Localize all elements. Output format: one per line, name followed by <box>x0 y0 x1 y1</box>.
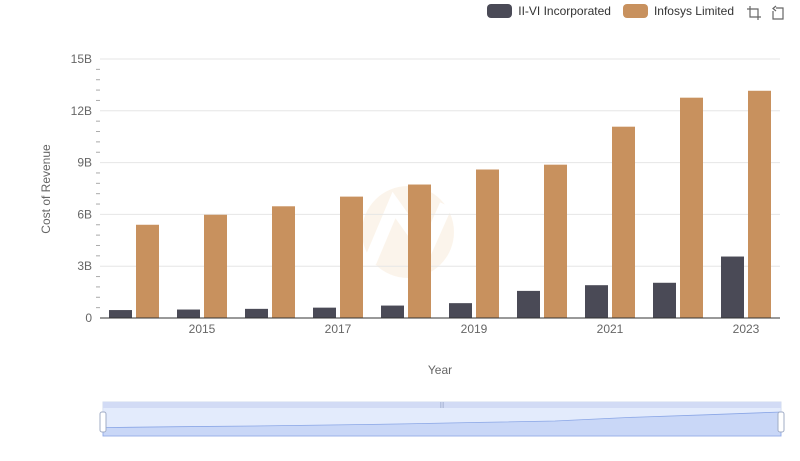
x-axis-title: Year <box>428 363 452 377</box>
legend-swatch-infosys <box>622 4 648 18</box>
zoom-icon[interactable] <box>746 5 762 21</box>
y-tick-label: 15B <box>71 52 92 66</box>
slider-handle-left[interactable] <box>99 411 107 433</box>
bar-infosys-2016[interactable] <box>272 206 295 318</box>
x-tick-label: 2023 <box>733 322 760 336</box>
y-tick-label: 6B <box>77 207 92 221</box>
legend-label-infosys: Infosys Limited <box>653 4 734 18</box>
bar-ii-vi-2023[interactable] <box>721 256 744 318</box>
data-zoom-slider[interactable]: ||| <box>99 401 785 437</box>
bar-ii-vi-2017[interactable] <box>313 307 336 318</box>
legend-item-infosys[interactable]: Infosys Limited <box>622 4 734 18</box>
bar-ii-vi-2021[interactable] <box>585 285 608 318</box>
y-axis-title: Cost of Revenue <box>39 144 53 234</box>
y-axis: 0 3B 6B 9B 12B 15B <box>71 52 93 325</box>
bar-ii-vi-2015[interactable] <box>177 309 200 318</box>
bar-infosys-2019[interactable] <box>476 169 499 318</box>
x-tick-label: 2017 <box>325 322 352 336</box>
legend: II-VI Incorporated Infosys Limited <box>487 4 734 18</box>
bar-infosys-2023[interactable] <box>748 90 771 319</box>
x-tick-label: 2019 <box>461 322 488 336</box>
bar-ii-vi-2014[interactable] <box>109 310 132 318</box>
bars <box>109 90 771 319</box>
bar-infosys-2015[interactable] <box>204 214 227 318</box>
y-tick-label: 3B <box>77 259 92 273</box>
x-tick-label: 2021 <box>597 322 624 336</box>
legend-swatch-ii-vi <box>487 4 513 18</box>
y-tick-label: 0 <box>85 311 92 325</box>
bar-ii-vi-2019[interactable] <box>449 303 472 318</box>
restore-icon[interactable] <box>770 5 786 21</box>
bar-infosys-2017[interactable] <box>340 196 363 318</box>
grip-icon[interactable]: ||| <box>440 403 445 409</box>
slider-handle-right[interactable] <box>777 411 785 433</box>
chart-toolbox <box>746 5 786 21</box>
y-axis-minor-ticks <box>96 68 100 309</box>
y-tick-label: 12B <box>71 104 92 118</box>
x-tick-label: 2015 <box>189 322 216 336</box>
bar-ii-vi-2020[interactable] <box>517 290 540 318</box>
legend-item-ii-vi[interactable]: II-VI Incorporated <box>487 4 611 18</box>
bar-ii-vi-2016[interactable] <box>245 308 268 318</box>
bar-infosys-2020[interactable] <box>544 164 567 318</box>
x-axis: 2015 2017 2019 2021 2023 <box>189 322 760 336</box>
slider-top-bar <box>103 402 781 408</box>
bar-ii-vi-2022[interactable] <box>653 282 676 318</box>
legend-label-ii-vi: II-VI Incorporated <box>518 4 611 18</box>
bar-infosys-2018[interactable] <box>408 184 431 318</box>
bar-infosys-2022[interactable] <box>680 97 703 318</box>
bar-ii-vi-2018[interactable] <box>381 305 404 318</box>
bar-infosys-2021[interactable] <box>612 126 635 318</box>
y-tick-label: 9B <box>77 156 92 170</box>
bar-infosys-2014[interactable] <box>136 224 159 318</box>
